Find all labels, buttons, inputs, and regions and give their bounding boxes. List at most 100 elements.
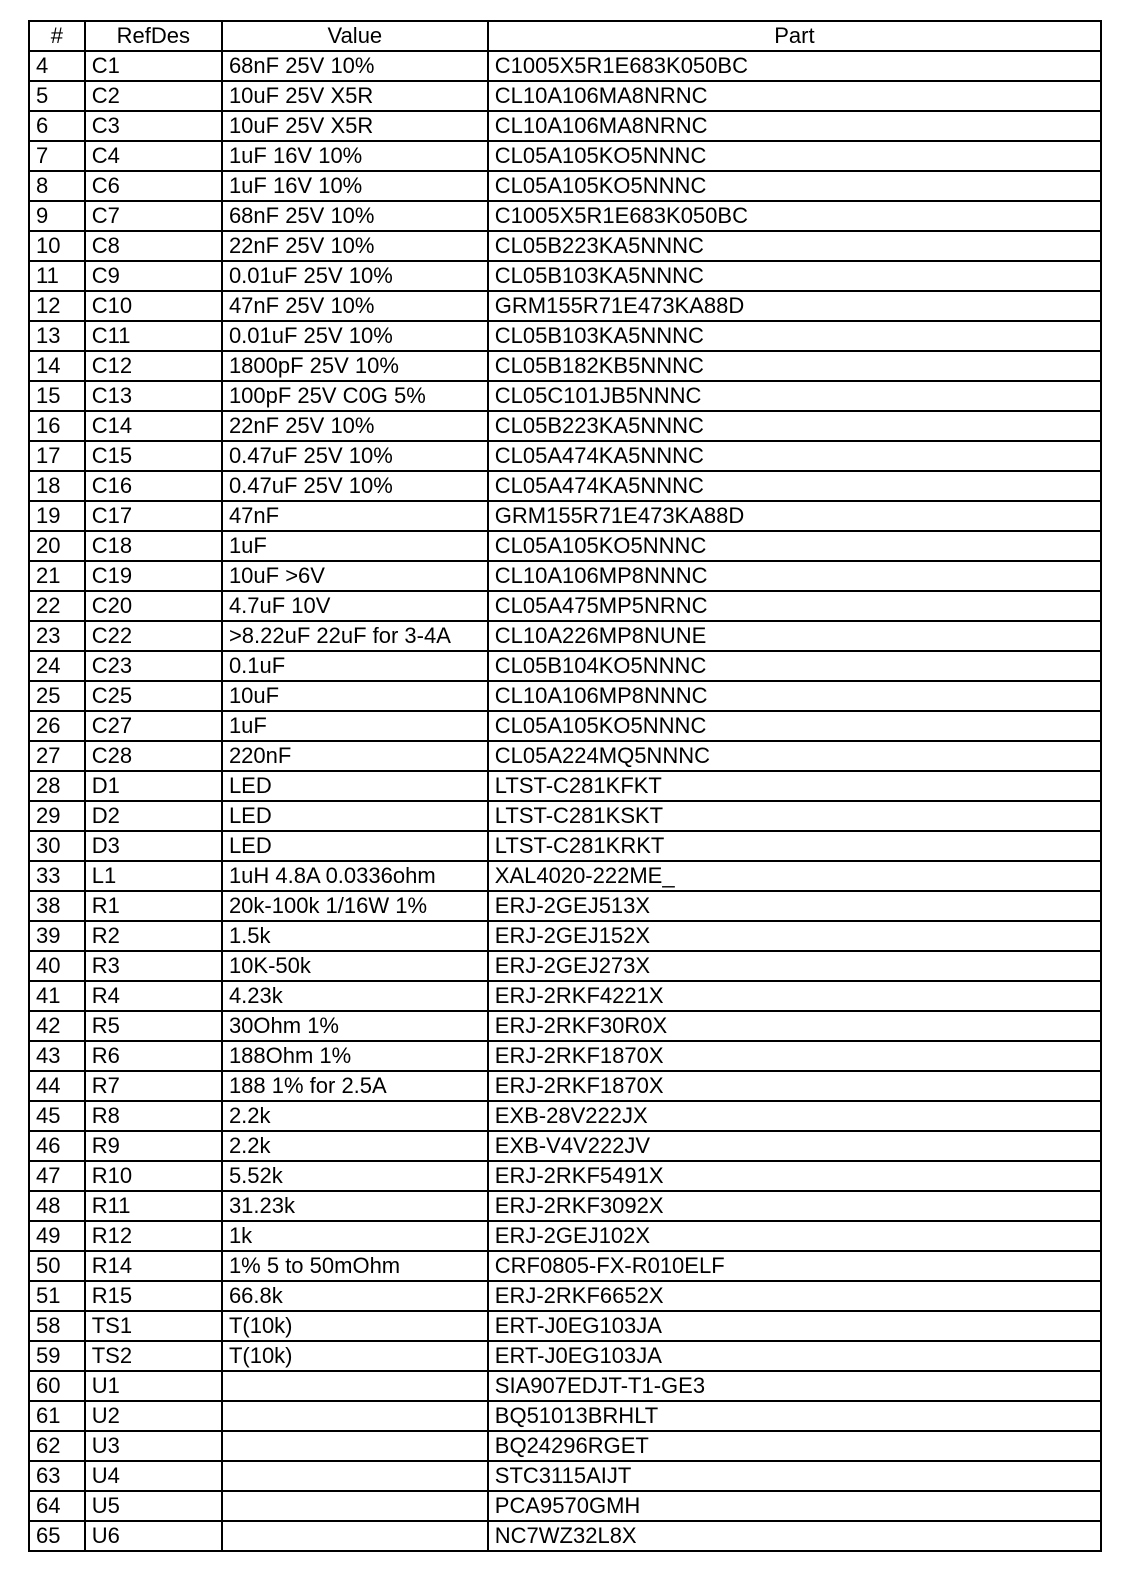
cell-value: >8.22uF 22uF for 3-4A <box>222 621 488 651</box>
cell-num: 16 <box>29 411 85 441</box>
cell-num: 7 <box>29 141 85 171</box>
cell-refdes: C3 <box>85 111 222 141</box>
cell-refdes: R1 <box>85 891 222 921</box>
cell-value <box>222 1431 488 1461</box>
cell-value <box>222 1371 488 1401</box>
cell-value: 1uH 4.8A 0.0336ohm <box>222 861 488 891</box>
table-row: 47R105.52kERJ-2RKF5491X <box>29 1161 1101 1191</box>
cell-num: 24 <box>29 651 85 681</box>
cell-part: CL10A106MA8NRNC <box>488 111 1101 141</box>
cell-refdes: C17 <box>85 501 222 531</box>
cell-part: CL05B223KA5NNNC <box>488 411 1101 441</box>
cell-refdes: C28 <box>85 741 222 771</box>
cell-part: EXB-V4V222JV <box>488 1131 1101 1161</box>
cell-refdes: C14 <box>85 411 222 441</box>
table-row: 29D2LEDLTST-C281KSKT <box>29 801 1101 831</box>
cell-value: 0.47uF 25V 10% <box>222 471 488 501</box>
table-row: 19C1747nFGRM155R71E473KA88D <box>29 501 1101 531</box>
cell-part: EXB-28V222JX <box>488 1101 1101 1131</box>
table-row: 8C61uF 16V 10%CL05A105KO5NNNC <box>29 171 1101 201</box>
cell-num: 46 <box>29 1131 85 1161</box>
cell-part: GRM155R71E473KA88D <box>488 291 1101 321</box>
cell-part: ERJ-2RKF6652X <box>488 1281 1101 1311</box>
cell-num: 26 <box>29 711 85 741</box>
cell-part: ERJ-2RKF4221X <box>488 981 1101 1011</box>
cell-refdes: R12 <box>85 1221 222 1251</box>
table-row: 33L11uH 4.8A 0.0336ohmXAL4020-222ME_ <box>29 861 1101 891</box>
cell-value: LED <box>222 831 488 861</box>
cell-part: ERJ-2GEJ273X <box>488 951 1101 981</box>
cell-refdes: R14 <box>85 1251 222 1281</box>
cell-value: 0.01uF 25V 10% <box>222 321 488 351</box>
cell-part: CL05A105KO5NNNC <box>488 141 1101 171</box>
cell-refdes: U5 <box>85 1491 222 1521</box>
cell-refdes: R4 <box>85 981 222 1011</box>
cell-refdes: R5 <box>85 1011 222 1041</box>
cell-refdes: C15 <box>85 441 222 471</box>
cell-refdes: C25 <box>85 681 222 711</box>
cell-value <box>222 1521 488 1551</box>
cell-num: 61 <box>29 1401 85 1431</box>
table-row: 61U2BQ51013BRHLT <box>29 1401 1101 1431</box>
table-row: 65U6NC7WZ32L8X <box>29 1521 1101 1551</box>
cell-part: NC7WZ32L8X <box>488 1521 1101 1551</box>
cell-num: 5 <box>29 81 85 111</box>
cell-refdes: TS2 <box>85 1341 222 1371</box>
table-row: 44R7188 1% for 2.5AERJ-2RKF1870X <box>29 1071 1101 1101</box>
table-row: 11C90.01uF 25V 10%CL05B103KA5NNNC <box>29 261 1101 291</box>
cell-value: 0.01uF 25V 10% <box>222 261 488 291</box>
cell-part: CL05B223KA5NNNC <box>488 231 1101 261</box>
cell-value: 20k-100k 1/16W 1% <box>222 891 488 921</box>
cell-part: BQ51013BRHLT <box>488 1401 1101 1431</box>
cell-num: 20 <box>29 531 85 561</box>
cell-num: 14 <box>29 351 85 381</box>
cell-num: 51 <box>29 1281 85 1311</box>
cell-value: 188 1% for 2.5A <box>222 1071 488 1101</box>
bom-table: # RefDes Value Part 4C168nF 25V 10%C1005… <box>28 20 1102 1552</box>
cell-num: 19 <box>29 501 85 531</box>
cell-num: 27 <box>29 741 85 771</box>
cell-num: 58 <box>29 1311 85 1341</box>
cell-refdes: C18 <box>85 531 222 561</box>
cell-num: 49 <box>29 1221 85 1251</box>
table-row: 38R120k-100k 1/16W 1%ERJ-2GEJ513X <box>29 891 1101 921</box>
table-row: 10C822nF 25V 10%CL05B223KA5NNNC <box>29 231 1101 261</box>
cell-num: 33 <box>29 861 85 891</box>
table-row: 62U3BQ24296RGET <box>29 1431 1101 1461</box>
cell-num: 28 <box>29 771 85 801</box>
cell-part: STC3115AIJT <box>488 1461 1101 1491</box>
cell-part: CL05B103KA5NNNC <box>488 321 1101 351</box>
cell-part: CL10A226MP8NUNE <box>488 621 1101 651</box>
cell-part: CL10A106MP8NNNC <box>488 681 1101 711</box>
cell-part: CL05A105KO5NNNC <box>488 171 1101 201</box>
cell-refdes: C12 <box>85 351 222 381</box>
cell-refdes: R11 <box>85 1191 222 1221</box>
table-row: 64U5PCA9570GMH <box>29 1491 1101 1521</box>
table-row: 7C41uF 16V 10%CL05A105KO5NNNC <box>29 141 1101 171</box>
cell-num: 44 <box>29 1071 85 1101</box>
cell-num: 13 <box>29 321 85 351</box>
cell-value <box>222 1491 488 1521</box>
cell-num: 48 <box>29 1191 85 1221</box>
table-row: 63U4STC3115AIJT <box>29 1461 1101 1491</box>
cell-refdes: U6 <box>85 1521 222 1551</box>
cell-refdes: C20 <box>85 591 222 621</box>
cell-part: CL05A105KO5NNNC <box>488 531 1101 561</box>
cell-value: 10uF 25V X5R <box>222 111 488 141</box>
table-row: 60U1SIA907EDJT-T1-GE3 <box>29 1371 1101 1401</box>
cell-part: GRM155R71E473KA88D <box>488 501 1101 531</box>
cell-num: 9 <box>29 201 85 231</box>
table-row: 50R141% 5 to 50mOhmCRF0805-FX-R010ELF <box>29 1251 1101 1281</box>
cell-num: 21 <box>29 561 85 591</box>
cell-part: C1005X5R1E683K050BC <box>488 51 1101 81</box>
cell-num: 25 <box>29 681 85 711</box>
cell-num: 38 <box>29 891 85 921</box>
cell-part: CL05A474KA5NNNC <box>488 471 1101 501</box>
cell-value: 47nF 25V 10% <box>222 291 488 321</box>
cell-value: 22nF 25V 10% <box>222 411 488 441</box>
cell-num: 4 <box>29 51 85 81</box>
cell-part: CL05C101JB5NNNC <box>488 381 1101 411</box>
cell-value: 66.8k <box>222 1281 488 1311</box>
cell-num: 63 <box>29 1461 85 1491</box>
cell-value: 22nF 25V 10% <box>222 231 488 261</box>
